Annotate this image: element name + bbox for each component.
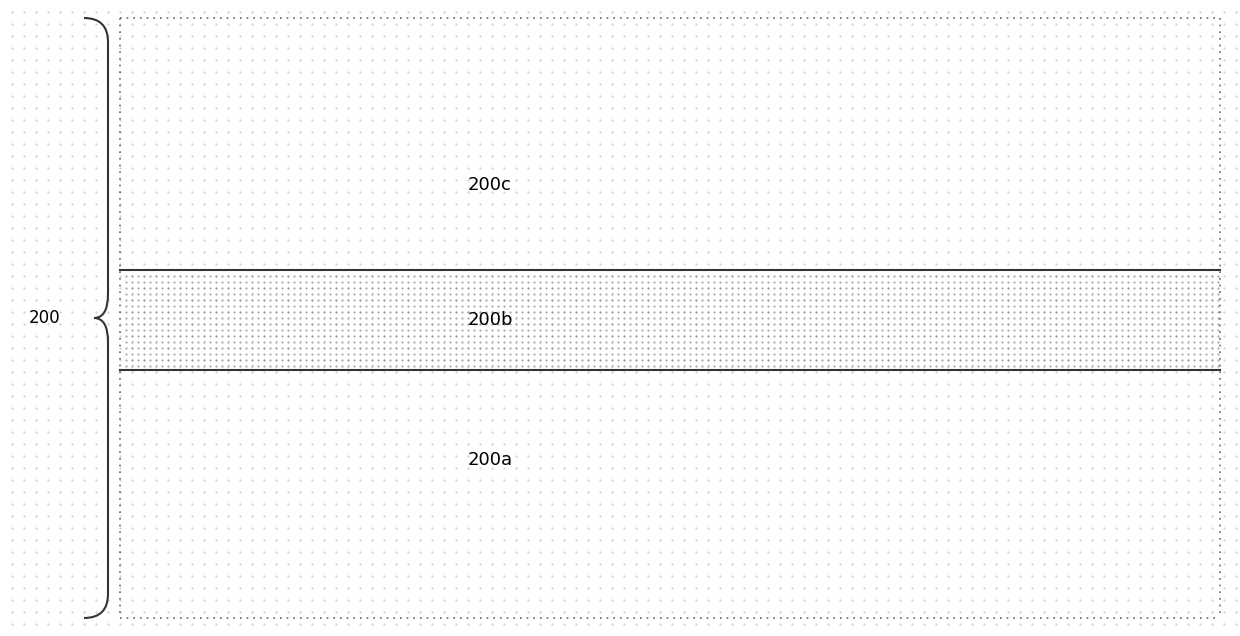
Text: 200c: 200c [467,176,512,194]
Text: 200: 200 [30,309,61,327]
Text: 200b: 200b [467,311,513,329]
Text: 200a: 200a [467,451,512,469]
